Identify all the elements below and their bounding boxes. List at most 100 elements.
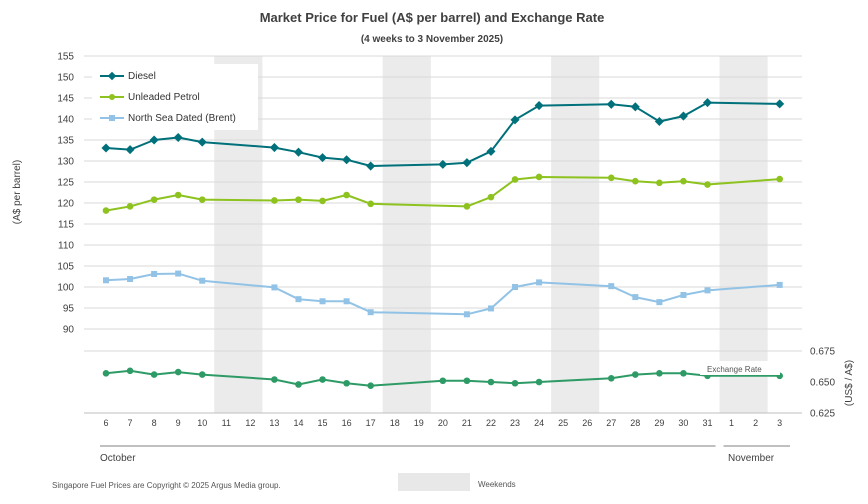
x-tick-label: 6 [103,418,108,428]
square-marker-icon [109,115,115,121]
data-point [512,284,519,290]
data-point [654,116,664,127]
circle-marker-icon [109,94,115,100]
data-point [149,135,159,145]
data-point [198,371,206,378]
x-tick-label: 24 [534,418,544,428]
weekend-band [382,56,431,413]
data-point [101,143,111,153]
y-tick-label: 95 [63,304,75,315]
x-tick-label: 19 [414,418,424,428]
x-tick-label: 13 [269,418,279,428]
data-point [102,207,110,214]
data-point [632,177,639,185]
data-point [511,379,519,387]
data-point [775,99,785,109]
data-point [151,270,158,277]
data-point [702,98,713,108]
data-point [271,376,278,383]
data-point [463,377,471,385]
data-point [366,161,376,171]
data-point [487,305,494,312]
y-tick-label: 125 [57,178,74,189]
data-point [269,143,279,153]
weekend-band [551,56,600,413]
data-point [608,283,615,290]
legend-label-diesel: Diesel [128,71,156,82]
data-point [680,370,687,377]
legend-item-unleaded: Unleaded Petrol [100,92,200,103]
data-point [319,298,326,305]
data-point [704,287,711,294]
data-point [656,299,663,306]
data-point [199,277,206,284]
data-point [535,378,543,386]
x-tick-label: 7 [128,418,133,428]
data-point [487,378,495,386]
data-point [126,203,134,210]
y-axis-label: (A$ per barrel) [12,160,23,224]
data-point [150,371,158,378]
data-point [319,376,326,383]
x-tick-label: 22 [486,418,496,428]
month-label: October [100,453,136,464]
data-point [174,191,182,199]
weekends-swatch [398,473,470,491]
data-point [125,145,135,155]
data-point [463,203,471,210]
x-tick-label: 17 [366,418,376,428]
data-point [343,298,350,305]
x-tick-label: 25 [558,418,568,428]
y-tick-label: 105 [57,262,74,273]
data-point [343,191,350,199]
data-point [343,379,350,387]
x-tick-label: 23 [510,418,520,428]
data-point [319,197,326,205]
data-point [367,382,374,390]
data-point [704,181,711,188]
y-tick-label: 120 [57,199,74,210]
series-line-north-sea-dated-brent- [105,272,780,316]
x-tick-label: 2 [753,418,758,428]
y2-axis-label: (US$ / A$) [844,360,855,406]
data-point [439,377,447,385]
chart-title: Market Price for Fuel (A$ per barrel) an… [260,10,605,25]
x-tick-label: 21 [462,418,472,428]
y-tick-label: 110 [58,241,74,252]
y2-tick-label: 0.625 [810,409,835,420]
copyright-note: Singapore Fuel Prices are Copyright © 20… [52,481,281,490]
data-point [776,281,783,288]
data-point [656,370,663,377]
y-tick-label: 150 [57,73,74,84]
data-point [150,196,158,203]
data-point [511,176,519,183]
data-point [776,175,783,183]
x-tick-label: 3 [777,418,782,428]
data-point [534,101,544,111]
data-point [680,291,687,298]
data-point [630,102,640,112]
data-point [127,276,134,283]
y-tick-label: 130 [57,157,74,168]
x-axis: 6 7 8 9 10 11 12 13 14 15 16 17 18 19 20 21 22 23 24 25 26 27… [84,412,802,464]
data-point [295,381,302,388]
series-lines [101,98,785,390]
legend-item-diesel: Diesel [100,71,156,82]
x-tick-label: 1 [729,418,734,428]
x-tick-label: 12 [245,418,255,428]
x-tick-label: 20 [438,418,448,428]
data-point [174,368,182,376]
data-point [607,174,615,182]
x-tick-label: 29 [654,418,664,428]
data-point [536,279,543,286]
x-tick-label: 16 [342,418,352,428]
exchange-rate-label: Exchange Rate [707,365,762,374]
x-tick-label: 9 [176,418,181,428]
data-point [463,311,470,318]
x-tick-label: 30 [678,418,688,428]
y-tick-label: 155 [57,52,74,63]
data-point [632,371,639,378]
data-point [438,159,448,169]
data-point [607,374,615,382]
